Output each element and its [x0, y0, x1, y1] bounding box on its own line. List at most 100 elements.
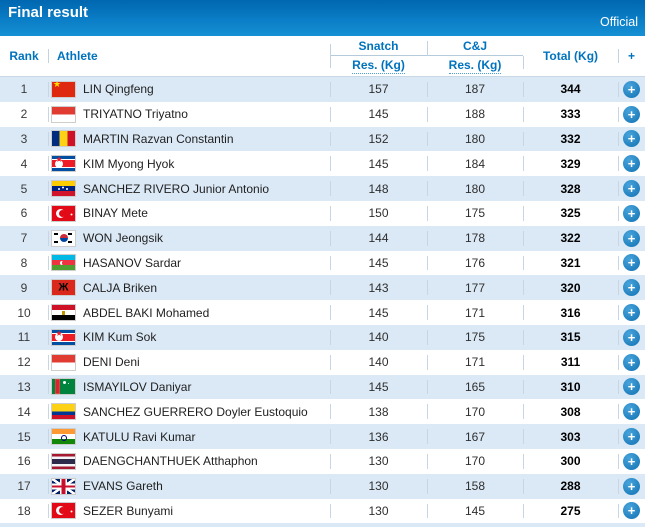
rank-cell: 3: [20, 131, 28, 146]
cj-result-cell: 145: [427, 499, 523, 524]
col-header-cj-res[interactable]: Res. (Kg): [448, 58, 502, 74]
rank-cell: 1: [20, 82, 28, 97]
expand-row-button[interactable]: +: [623, 105, 640, 123]
total-result-cell: 344: [523, 77, 618, 102]
table-row: 2 TRIYATNO Triyatno 145 188 333 +: [0, 101, 645, 127]
col-header-snatch: Snatch: [330, 36, 427, 56]
expand-cell: +: [618, 350, 645, 375]
athlete-name: TRIYATNO Triyatno: [83, 107, 188, 122]
expand-cell: +: [618, 251, 645, 276]
snatch-result-cell: 130: [330, 474, 427, 499]
athlete-cell: BINAY Mete: [48, 201, 330, 226]
col-header-expand: +: [618, 36, 645, 76]
table-row: 1 LIN Qingfeng 157 187 344 +: [0, 77, 645, 102]
col-subheader-cj-wrap: Res. (Kg): [427, 56, 523, 76]
cj-result-cell: 180: [427, 176, 523, 201]
col-header-snatch-res[interactable]: Res. (Kg): [352, 58, 405, 74]
table-row: 11 KIM Kum Sok 140 175 315 +: [0, 324, 645, 350]
total-result-cell: 315: [523, 325, 618, 350]
athlete-cell: HASANOV Sardar: [48, 251, 330, 276]
rank-cell: 16: [17, 454, 31, 469]
expand-row-button[interactable]: +: [623, 279, 640, 297]
table-row: 18 SEZER Bunyami 130 145 275 +: [0, 498, 645, 524]
status-badge: Official: [600, 15, 638, 29]
rank-cell: 14: [17, 404, 31, 419]
country-flag-icon: [51, 254, 76, 272]
cj-result-cell: 171: [427, 350, 523, 375]
snatch-result-cell: 157: [330, 77, 427, 102]
expand-row-button[interactable]: +: [623, 452, 640, 470]
expand-cell: +: [618, 127, 645, 152]
expand-row-button[interactable]: +: [623, 328, 640, 346]
expand-cell: +: [618, 102, 645, 127]
athlete-name: MARTIN Razvan Constantin: [83, 131, 234, 146]
expand-row-button[interactable]: +: [623, 229, 640, 247]
cj-result-cell: 167: [427, 424, 523, 449]
total-result-cell: 308: [523, 399, 618, 424]
expand-row-button[interactable]: +: [623, 353, 640, 371]
snatch-result-cell: 140: [330, 350, 427, 375]
expand-row-button[interactable]: +: [623, 502, 640, 520]
table-row: 10 ABDEL BAKI Mohamed 145 171 316 +: [0, 300, 645, 325]
country-flag-icon: [51, 105, 76, 123]
snatch-result-cell: 145: [330, 151, 427, 176]
snatch-result-cell: 150: [330, 201, 427, 226]
cj-result-cell: 180: [427, 127, 523, 152]
total-result-cell: 310: [523, 375, 618, 400]
col-header-rank: Rank: [9, 49, 39, 63]
expand-row-button[interactable]: +: [623, 477, 640, 495]
cj-result-cell: 170: [427, 449, 523, 474]
athlete-name: LIN Qingfeng: [83, 82, 154, 97]
expand-cell: +: [618, 424, 645, 449]
rank-cell: 11: [17, 330, 31, 345]
expand-row-button[interactable]: +: [623, 304, 640, 322]
table-row: 6 BINAY Mete 150 175 325 +: [0, 200, 645, 226]
expand-cell: +: [618, 474, 645, 499]
total-result-cell: 311: [523, 350, 618, 375]
total-result-cell: 333: [523, 102, 618, 127]
athlete-name: KIM Kum Sok: [83, 330, 157, 345]
expand-cell: +: [618, 275, 645, 300]
athlete-cell: TRIYATNO Triyatno: [48, 102, 330, 127]
expand-row-button[interactable]: +: [623, 204, 640, 222]
athlete-cell: DAENGCHANTHUEK Atthaphon: [48, 449, 330, 474]
snatch-result-cell: 145: [330, 300, 427, 325]
athlete-cell: KATULU Ravi Kumar: [48, 424, 330, 449]
rank-cell: 7: [20, 231, 28, 246]
expand-row-button[interactable]: +: [623, 403, 640, 421]
next-row-peek: [0, 523, 645, 527]
expand-row-button[interactable]: +: [623, 180, 640, 198]
expand-row-button[interactable]: +: [623, 254, 640, 272]
expand-row-button[interactable]: +: [623, 130, 640, 148]
rank-cell: 8: [20, 255, 28, 270]
expand-row-button[interactable]: +: [623, 378, 640, 396]
snatch-result-cell: 140: [330, 325, 427, 350]
total-result-cell: 300: [523, 449, 618, 474]
cj-result-cell: 184: [427, 151, 523, 176]
snatch-result-cell: 130: [330, 499, 427, 524]
cj-result-cell: 158: [427, 474, 523, 499]
table-header: Rank Athlete Snatch Res. (Kg) C&J Res. (…: [0, 36, 645, 77]
athlete-name: ISMAYILOV Daniyar: [83, 379, 192, 394]
athlete-cell: LIN Qingfeng: [48, 77, 330, 102]
expand-cell: +: [618, 499, 645, 524]
table-row: 4 KIM Myong Hyok 145 184 329 +: [0, 151, 645, 177]
expand-row-button[interactable]: +: [623, 428, 640, 446]
rank-cell: 13: [17, 379, 31, 394]
athlete-cell: SANCHEZ GUERRERO Doyler Eustoquio: [48, 399, 330, 424]
expand-row-button[interactable]: +: [623, 80, 640, 98]
expand-row-button[interactable]: +: [623, 155, 640, 173]
table-row: 3 MARTIN Razvan Constantin 152 180 332 +: [0, 126, 645, 152]
col-header-athlete: Athlete: [48, 36, 330, 76]
athlete-name: BINAY Mete: [83, 206, 148, 221]
snatch-result-cell: 143: [330, 275, 427, 300]
athlete-name: SANCHEZ GUERRERO Doyler Eustoquio: [83, 404, 308, 419]
country-flag-icon: [51, 204, 76, 222]
total-result-cell: 322: [523, 226, 618, 251]
col-header-total: Total (Kg): [523, 36, 618, 76]
expand-cell: +: [618, 300, 645, 325]
rank-cell: 15: [17, 429, 31, 444]
rank-cell: 2: [20, 107, 28, 122]
country-flag-icon: [51, 353, 76, 371]
